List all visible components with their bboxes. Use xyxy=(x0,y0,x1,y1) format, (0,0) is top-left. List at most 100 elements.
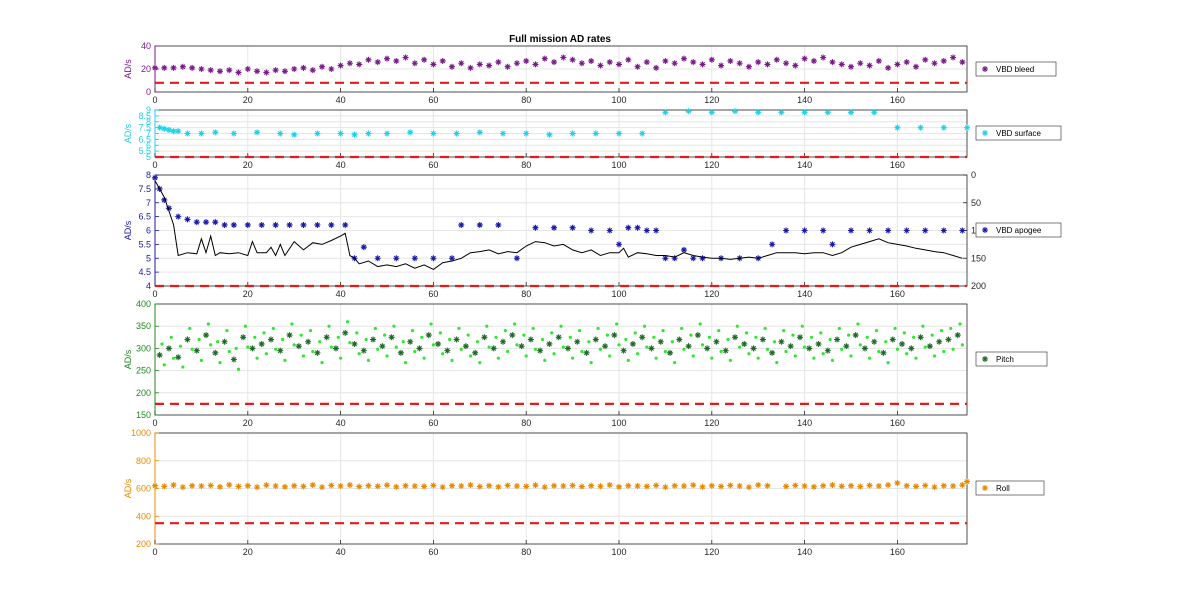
data-point-light xyxy=(923,345,927,349)
data-point xyxy=(458,221,465,228)
data-point xyxy=(402,54,409,61)
data-point xyxy=(820,227,827,234)
data-point xyxy=(495,59,502,66)
data-point xyxy=(198,66,205,72)
data-point xyxy=(537,347,544,354)
x-tick-label: 80 xyxy=(521,418,531,428)
data-point-light xyxy=(403,361,408,365)
data-point xyxy=(365,130,372,137)
data-point-light xyxy=(394,345,398,349)
data-point xyxy=(852,332,859,339)
y-tick-label: 800 xyxy=(136,456,151,466)
legend-marker xyxy=(982,227,988,233)
legend-marker xyxy=(982,66,988,72)
x-tick-label: 0 xyxy=(152,418,157,428)
data-point xyxy=(240,334,247,341)
x-tick-label: 80 xyxy=(521,289,531,299)
data-point xyxy=(421,56,428,63)
x-tick-label: 0 xyxy=(152,160,157,170)
data-point-light xyxy=(912,335,916,339)
data-point xyxy=(351,131,358,138)
y-tick-label: 6.5 xyxy=(138,134,151,144)
data-point xyxy=(917,334,924,341)
data-point-light xyxy=(162,363,166,367)
data-point xyxy=(384,130,390,137)
data-point xyxy=(820,54,827,61)
data-point xyxy=(625,56,632,63)
data-point xyxy=(616,483,622,490)
data-point xyxy=(653,227,660,234)
data-point-light xyxy=(429,322,433,326)
data-point-light xyxy=(559,324,563,328)
data-point xyxy=(198,483,205,490)
data-point-light xyxy=(357,352,361,356)
data-point xyxy=(680,246,687,253)
x-tick-label: 120 xyxy=(704,160,719,170)
data-point xyxy=(922,227,929,234)
data-point xyxy=(732,334,738,341)
data-point xyxy=(857,60,864,67)
data-point-light xyxy=(735,324,739,328)
data-point-light xyxy=(960,343,964,347)
data-point xyxy=(226,67,233,74)
data-point xyxy=(690,255,697,262)
data-point xyxy=(435,340,442,347)
data-point xyxy=(281,68,288,75)
data-point-light xyxy=(877,349,881,354)
data-point xyxy=(940,227,947,234)
y-tick-label: 6 xyxy=(146,226,151,236)
data-point-light xyxy=(821,352,825,356)
x-tick-label: 120 xyxy=(704,95,719,105)
data-point xyxy=(704,345,711,352)
data-point-light xyxy=(475,340,480,344)
data-point xyxy=(430,61,437,68)
data-point xyxy=(848,482,854,489)
data-point xyxy=(801,227,808,234)
data-point xyxy=(314,221,321,228)
data-point-light xyxy=(339,356,343,360)
data-point xyxy=(787,343,794,350)
data-point-light xyxy=(893,326,897,331)
data-point-light xyxy=(895,347,900,351)
data-point xyxy=(156,124,163,131)
data-point-light xyxy=(830,358,835,362)
data-point xyxy=(346,482,353,489)
y-tick-label: 6 xyxy=(146,140,151,150)
data-point xyxy=(569,224,576,231)
data-point xyxy=(926,343,933,350)
data-point xyxy=(481,334,488,341)
data-point-light xyxy=(652,335,656,339)
data-point-light xyxy=(485,324,489,328)
data-point xyxy=(653,482,660,489)
data-point xyxy=(588,482,595,489)
data-point xyxy=(871,109,878,116)
data-point-light xyxy=(905,352,909,356)
x-tick-label: 120 xyxy=(704,547,719,557)
data-point xyxy=(258,340,265,347)
y-tick-label: 350 xyxy=(136,321,151,331)
data-point xyxy=(801,483,808,490)
data-point-light xyxy=(700,343,705,347)
data-point xyxy=(736,483,743,490)
data-point xyxy=(291,66,298,72)
data-point xyxy=(523,130,530,137)
data-point-light xyxy=(457,326,461,331)
x-tick-label: 160 xyxy=(890,160,905,170)
panel-vbd-surface: 0 20 40 60 80 100 120 140 160 55.566.577.588.59 AD… xyxy=(123,105,1062,170)
data-point xyxy=(764,61,771,68)
data-point xyxy=(690,482,697,489)
data-point-light xyxy=(243,324,248,328)
legend-box xyxy=(975,222,1062,238)
data-point-light xyxy=(281,337,285,342)
data-point xyxy=(875,483,882,490)
data-point-light xyxy=(494,335,498,339)
data-point-light xyxy=(828,337,832,342)
data-point-light xyxy=(308,329,313,333)
x-tick-label: 120 xyxy=(704,418,719,428)
data-point-light xyxy=(812,356,816,360)
data-point xyxy=(945,336,952,343)
data-point xyxy=(917,124,924,131)
data-point xyxy=(523,483,530,490)
data-point xyxy=(592,130,599,137)
data-point xyxy=(764,482,771,489)
